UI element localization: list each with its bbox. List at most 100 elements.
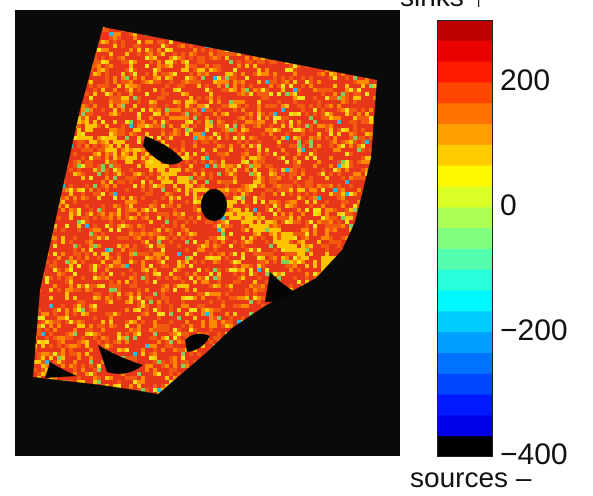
map-cell xyxy=(165,144,169,148)
map-cell xyxy=(89,172,93,176)
map-cell xyxy=(245,128,249,132)
map-cell xyxy=(313,68,317,72)
map-cell xyxy=(189,44,193,48)
map-cell xyxy=(113,240,117,244)
map-cell xyxy=(193,68,197,72)
map-cell xyxy=(153,236,157,240)
map-cell xyxy=(145,208,149,212)
map-cell xyxy=(201,132,205,136)
map-cell xyxy=(125,132,129,136)
map-cell xyxy=(297,72,301,76)
map-cell xyxy=(105,200,109,204)
map-cell xyxy=(285,232,289,236)
map-cell xyxy=(165,64,169,68)
map-cell xyxy=(73,136,77,140)
map-cell xyxy=(121,48,125,52)
map-cell xyxy=(237,132,241,136)
map-cell xyxy=(177,192,181,196)
map-cell xyxy=(229,116,233,120)
map-cell xyxy=(197,100,201,104)
map-cell xyxy=(341,112,345,116)
map-cell xyxy=(229,56,233,60)
map-cell xyxy=(109,28,113,32)
map-cell xyxy=(181,104,185,108)
map-cell xyxy=(161,164,165,168)
map-cell xyxy=(329,128,333,132)
map-cell xyxy=(257,236,261,240)
map-cell xyxy=(329,116,333,120)
map-cell xyxy=(329,196,333,200)
map-cell xyxy=(201,88,205,92)
map-cell xyxy=(281,120,285,124)
map-cell xyxy=(285,152,289,156)
map-cell xyxy=(149,104,153,108)
map-cell xyxy=(137,212,141,216)
map-cell xyxy=(153,184,157,188)
map-cell xyxy=(193,236,197,240)
map-cell xyxy=(121,80,125,84)
map-cell xyxy=(349,180,353,184)
map-cell xyxy=(365,96,369,100)
map-cell xyxy=(273,200,277,204)
map-cell xyxy=(369,136,373,140)
map-cell xyxy=(229,156,233,160)
map-cell xyxy=(309,200,313,204)
map-cell xyxy=(125,160,129,164)
map-cell xyxy=(213,68,217,72)
map-cell xyxy=(181,228,185,232)
map-cell xyxy=(185,96,189,100)
map-cell xyxy=(257,96,261,100)
map-cell xyxy=(325,144,329,148)
map-cell xyxy=(169,228,173,232)
map-cell xyxy=(245,76,249,80)
map-cell xyxy=(249,132,253,136)
map-cell xyxy=(333,164,337,168)
map-cell xyxy=(345,156,349,160)
map-cell xyxy=(213,124,217,128)
map-cell xyxy=(89,188,93,192)
map-cell xyxy=(237,200,241,204)
map-cell xyxy=(181,112,185,116)
map-cell xyxy=(309,224,313,228)
map-cell xyxy=(145,184,149,188)
map-cell xyxy=(325,72,329,76)
map-cell xyxy=(65,228,69,232)
map-cell xyxy=(241,160,245,164)
map-cell xyxy=(229,216,233,220)
map-cell xyxy=(205,76,209,80)
map-cell xyxy=(185,100,189,104)
map-cell xyxy=(141,60,145,64)
map-cell xyxy=(93,164,97,168)
map-cell xyxy=(109,240,113,244)
map-cell xyxy=(361,100,365,104)
map-cell xyxy=(309,68,313,72)
map-cell xyxy=(137,52,141,56)
map-cell xyxy=(165,72,169,76)
map-cell xyxy=(273,164,277,168)
map-cell xyxy=(321,148,325,152)
map-cell xyxy=(141,88,145,92)
map-cell xyxy=(161,40,165,44)
map-cell xyxy=(105,116,109,120)
map-cell xyxy=(101,124,105,128)
map-cell xyxy=(277,196,281,200)
map-cell xyxy=(149,64,153,68)
map-cell xyxy=(125,124,129,128)
map-cell xyxy=(149,208,153,212)
map-cell xyxy=(345,144,349,148)
map-cell xyxy=(93,128,97,132)
map-cell xyxy=(149,60,153,64)
map-cell xyxy=(165,116,169,120)
map-cell xyxy=(101,196,105,200)
map-cell xyxy=(169,68,173,72)
map-cell xyxy=(209,224,213,228)
map-cell xyxy=(121,72,125,76)
map-cell xyxy=(313,160,317,164)
map-cell xyxy=(105,184,109,188)
map-cell xyxy=(169,200,173,204)
map-cell xyxy=(241,128,245,132)
map-cell xyxy=(337,84,341,88)
map-cell xyxy=(329,220,333,224)
map-cell xyxy=(345,116,349,120)
map-cell xyxy=(77,120,81,124)
